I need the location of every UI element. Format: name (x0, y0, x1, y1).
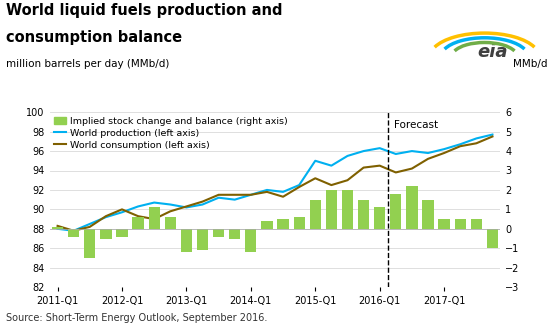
Bar (374, 208, 386, 229)
Bar (68, 229, 79, 237)
Bar (342, 190, 353, 229)
Bar (181, 229, 192, 252)
Text: Source: Short-Term Energy Outlook, September 2016.: Source: Short-Term Energy Outlook, Septe… (6, 314, 267, 323)
Bar (197, 229, 208, 250)
Bar (229, 229, 240, 239)
Bar (100, 229, 112, 239)
Bar (438, 219, 450, 229)
Bar (84, 229, 95, 258)
Bar (294, 217, 305, 229)
Bar (52, 227, 63, 229)
Bar (213, 229, 224, 237)
Bar (148, 208, 160, 229)
Text: World liquid fuels production and: World liquid fuels production and (6, 3, 282, 18)
Bar (358, 200, 369, 229)
Bar (406, 186, 417, 229)
Bar (471, 219, 482, 229)
Bar (133, 217, 144, 229)
Text: Forecast: Forecast (394, 120, 438, 130)
Bar (422, 200, 433, 229)
Text: eia: eia (478, 43, 508, 61)
Bar (455, 219, 466, 229)
Legend: Implied stock change and balance (right axis), World production (left axis), Wor: Implied stock change and balance (right … (54, 117, 288, 149)
Bar (117, 229, 128, 237)
Bar (390, 194, 402, 229)
Bar (245, 229, 256, 252)
Bar (310, 200, 321, 229)
Bar (487, 229, 498, 248)
Bar (164, 217, 176, 229)
Bar (261, 221, 273, 229)
Text: MMb/d: MMb/d (513, 59, 547, 69)
Text: consumption balance: consumption balance (6, 30, 182, 45)
Bar (277, 219, 289, 229)
Text: million barrels per day (MMb/d): million barrels per day (MMb/d) (6, 59, 169, 69)
Bar (326, 190, 337, 229)
